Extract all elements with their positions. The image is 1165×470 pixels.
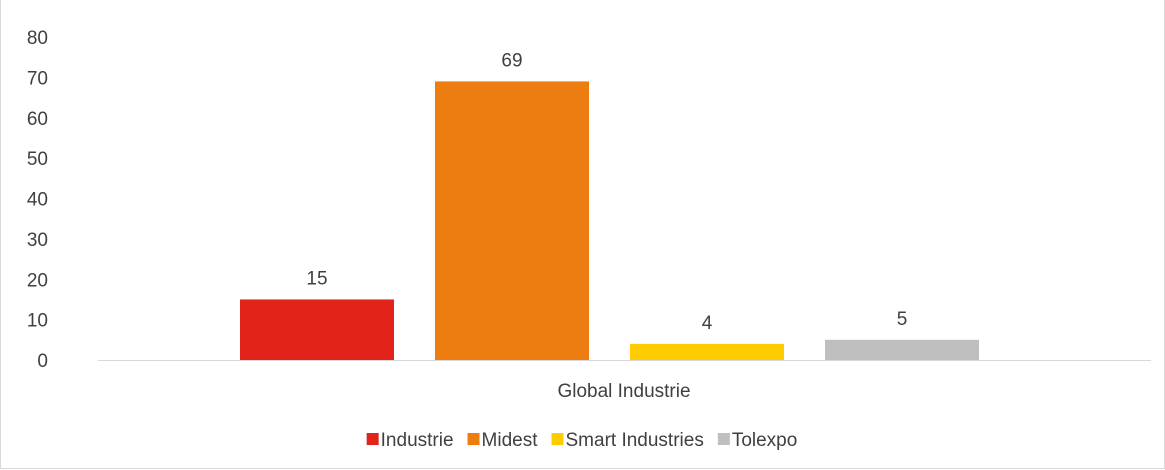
bars [240, 81, 979, 360]
data-label: 4 [702, 313, 713, 334]
y-tick-label: 80 [27, 28, 48, 49]
legend-item: Industrie [366, 430, 454, 451]
y-tick-label: 30 [27, 230, 48, 251]
legend-swatch [551, 433, 564, 445]
y-tick-label: 10 [27, 311, 48, 332]
y-tick-label: 0 [37, 351, 48, 372]
bar-midest [435, 81, 589, 360]
legend-item: Tolexpo [717, 430, 798, 451]
data-label: 69 [501, 50, 522, 71]
legend-label: Smart Industries [566, 430, 704, 451]
legend-item: Midest [467, 430, 539, 451]
y-axis: 0 10 20 30 40 50 60 70 80 [27, 28, 48, 372]
data-label: 15 [306, 268, 327, 289]
y-tick-label: 20 [27, 270, 48, 291]
y-tick-label: 60 [27, 109, 48, 130]
y-tick-label: 50 [27, 149, 48, 170]
legend-swatch [366, 433, 379, 445]
data-label: 5 [897, 309, 908, 330]
bar-tolexpo [825, 339, 979, 360]
legend-label: Midest [482, 430, 539, 451]
y-tick-label: 70 [27, 68, 48, 89]
legend-label: Tolexpo [732, 430, 798, 451]
bar-smart-industries [630, 343, 784, 360]
legend-label: Industrie [381, 430, 454, 451]
legend-item: Smart Industries [551, 430, 704, 451]
x-category-label: Global Industrie [557, 381, 690, 402]
y-tick-label: 40 [27, 190, 48, 211]
data-labels: 15 69 4 5 [306, 50, 907, 333]
bar-industrie [240, 299, 394, 360]
legend-swatch [717, 433, 730, 445]
legend: Industrie Midest Smart Industries Tolexpo [366, 430, 798, 451]
legend-swatch [467, 433, 480, 445]
